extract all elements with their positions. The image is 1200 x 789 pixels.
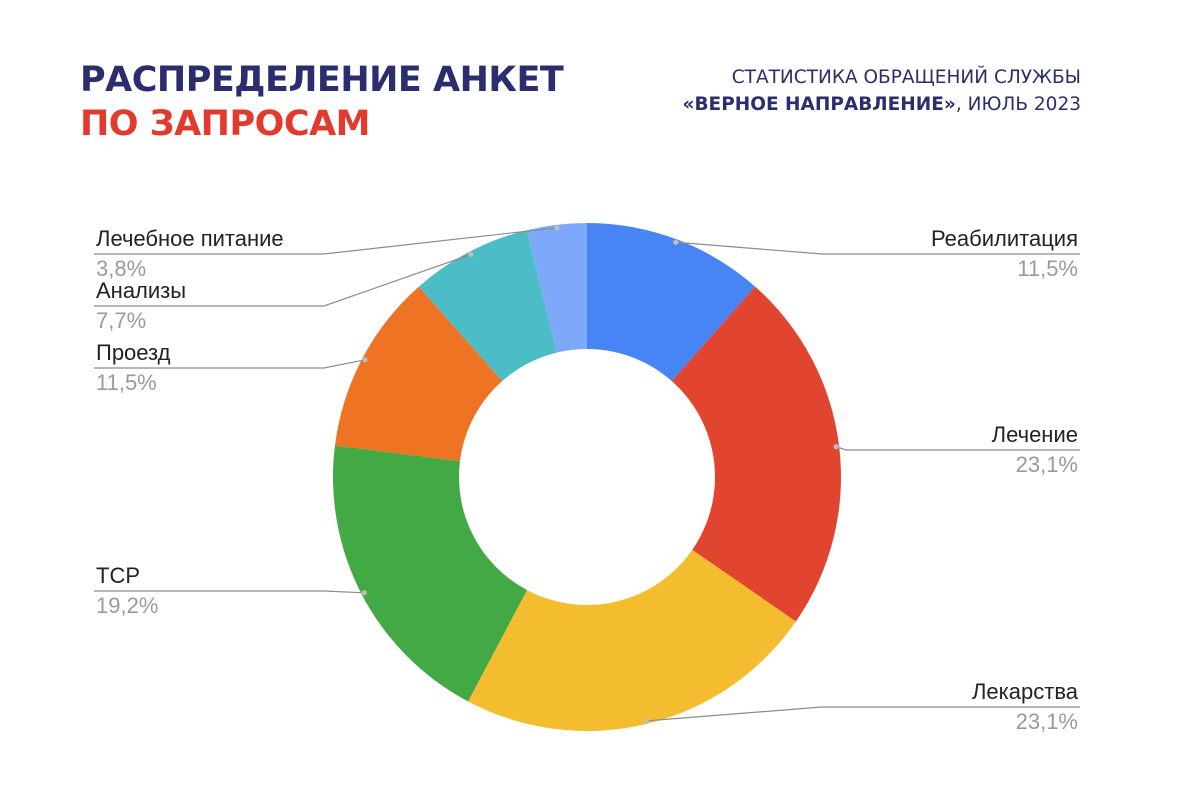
slice-6 [418,230,557,382]
subtitle-service-name: «ВЕРНОЕ НАПРАВЛЕНИЕ» [682,94,956,115]
leader-line-4 [94,590,365,594]
slice-value-6: 7,7% [96,308,146,333]
slice-label-6: Анализы [96,278,186,303]
leader-dot-2 [833,444,839,450]
slice-7 [526,223,587,353]
slice-value-3: 23,1% [1016,709,1078,734]
slice-labels: Реабилитация 11,5% Лечение 23,1% Лекарства 23… [96,226,1079,734]
slice-5 [334,286,503,462]
subtitle-date: , ИЮЛЬ 2023 [955,94,1081,115]
leader-dot-5 [362,357,368,363]
leader-line-2 [835,446,1080,451]
leader-dot-3 [643,718,650,724]
title-line-1: РАСПРЕДЕЛЕНИЕ АНКЕТ [80,60,564,100]
leader-dot-1 [673,239,679,245]
subtitle-line-2: «ВЕРНОЕ НАПРАВЛЕНИЕ», ИЮЛЬ 2023 [683,91,1082,118]
leader-line-1 [675,241,1080,255]
slice-4 [333,445,528,702]
slice-3 [468,549,796,731]
leader-dot-4 [361,590,367,596]
slice-label-5: Проезд [96,340,171,365]
donut-slices [333,223,841,731]
chart-subtitle: СТАТИСТИКА ОБРАЩЕНИЙ СЛУЖБЫ «ВЕРНОЕ НАПР… [683,64,1082,118]
slice-label-2: Лечение [992,422,1078,447]
slice-label-4: ТСР [96,563,140,588]
leader-dot-6 [468,251,474,258]
subtitle-line-1: СТАТИСТИКА ОБРАЩЕНИЙ СЛУЖБЫ [731,67,1081,88]
slice-value-4: 19,2% [96,593,158,618]
leader-line-6 [94,253,472,307]
leader-lines [94,225,1080,724]
slice-label-1: Реабилитация [931,226,1078,251]
title-line-2: ПО ЗАПРОСАМ [80,104,370,144]
slice-label-3: Лекарства [972,679,1079,704]
slice-2 [671,286,841,622]
leader-dot-7 [554,225,560,231]
slice-label-7: Лечебное питание [96,226,284,251]
chart-title: РАСПРЕДЕЛЕНИЕ АНКЕТ ПО ЗАПРОСАМ [80,58,564,146]
slice-value-1: 11,5% [1017,256,1078,281]
leader-line-3 [646,706,1080,722]
leader-line-7 [94,227,558,255]
slice-value-2: 23,1% [1016,452,1078,477]
slice-value-5: 11,5% [96,370,157,395]
leader-line-5 [94,359,366,369]
slice-1 [587,223,756,382]
slice-value-7: 3,8% [96,256,146,281]
